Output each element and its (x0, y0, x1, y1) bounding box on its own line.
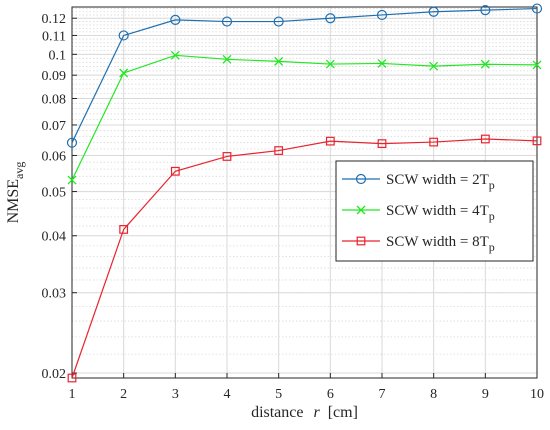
series-1-point (376, 9, 388, 21)
series-3-point (377, 139, 387, 149)
x-tick-label: 9 (482, 387, 489, 402)
series-3-point (222, 152, 232, 161)
x-tick-label: 5 (275, 387, 282, 402)
series-line-1 (71, 7, 538, 143)
series-3-point (67, 373, 77, 383)
y-tick-label: 0.05 (42, 186, 67, 201)
legend-marker-1 (355, 173, 367, 185)
y-axis-label-main: NMSE (5, 179, 22, 223)
series-1-point (66, 137, 78, 148)
x-tick-label: 10 (530, 387, 544, 402)
series-1-point (273, 16, 284, 27)
legend-label-3: SCW width = 8Tp (386, 234, 495, 254)
series-1-point (480, 5, 491, 16)
series-1-point (428, 6, 439, 17)
series-2-point (532, 60, 542, 70)
series-3-point (274, 146, 284, 155)
x-axis-label-prefix: distance (251, 404, 303, 421)
series-line-3 (71, 138, 538, 379)
series-2-point (67, 175, 77, 185)
y-axis-ticks: 0.02 0.03 0.04 0.05 0.06 0.07 0.08 0.09 0.1 0.11 0… (42, 12, 77, 382)
grid (71, 7, 538, 378)
y-tick-label: 0.07 (42, 119, 67, 134)
x-tick-label: 4 (224, 387, 231, 402)
legend-box (335, 160, 534, 262)
y-tick-label: 0.02 (42, 367, 67, 382)
series-2-point (222, 54, 232, 64)
y-tick-label: 0.04 (42, 230, 67, 245)
series-2-point (325, 59, 335, 69)
series-2-point (429, 61, 439, 71)
series-1-point (170, 14, 181, 25)
series-2-point (480, 59, 490, 69)
series-3-point (325, 136, 335, 146)
x-axis-ticks: 1 2 3 4 5 6 7 8 9 10 (69, 373, 544, 402)
series-1-point (531, 3, 543, 14)
y-tick-label: 0.03 (42, 287, 67, 302)
y-tick-label: 0.11 (42, 29, 66, 44)
series-3-point (532, 136, 542, 146)
legend-marker-2 (356, 205, 366, 215)
y-tick-label: 0.06 (42, 149, 67, 164)
y-tick-label: 0.08 (42, 93, 67, 108)
plot-frame (71, 6, 538, 379)
series-2-point (274, 56, 284, 66)
x-axis-label-var: r (313, 404, 320, 421)
x-tick-label: 6 (327, 387, 334, 402)
y-tick-label: 0.1 (49, 48, 67, 63)
x-tick-label: 7 (379, 387, 386, 402)
y-tick-label: 0.12 (42, 12, 67, 27)
x-tick-label: 3 (172, 387, 179, 402)
x-tick-label: 2 (120, 387, 127, 402)
series-2-point (377, 58, 387, 68)
x-axis-label-unit: [cm] (328, 404, 358, 421)
series-3-point (429, 137, 439, 147)
series-2-point (170, 50, 180, 60)
x-tick-label: 1 (69, 387, 76, 402)
series-layer (66, 3, 543, 383)
series-2-point (119, 68, 129, 78)
series-3-point (480, 134, 490, 144)
series-1-point (325, 13, 336, 24)
series-3-point (170, 166, 180, 176)
series-line-2 (71, 54, 538, 181)
series-3-point (119, 225, 129, 234)
y-tick-label: 0.09 (42, 69, 67, 84)
legend-marker-3 (356, 236, 366, 246)
x-axis-label: distance r [cm] (251, 404, 358, 421)
x-tick-label: 8 (430, 387, 437, 402)
y-axis-label-sub: avg (12, 162, 26, 179)
y-axis-label: NMSEavg (5, 162, 26, 224)
legend: SCW width = 2Tp SCW width = 4Tp SCW width … (335, 160, 534, 262)
series-1-point (118, 30, 129, 41)
legend-label-1: SCW width = 2Tp (386, 172, 495, 192)
legend-label-2: SCW width = 4Tp (386, 203, 495, 223)
series-1-point (221, 16, 233, 27)
